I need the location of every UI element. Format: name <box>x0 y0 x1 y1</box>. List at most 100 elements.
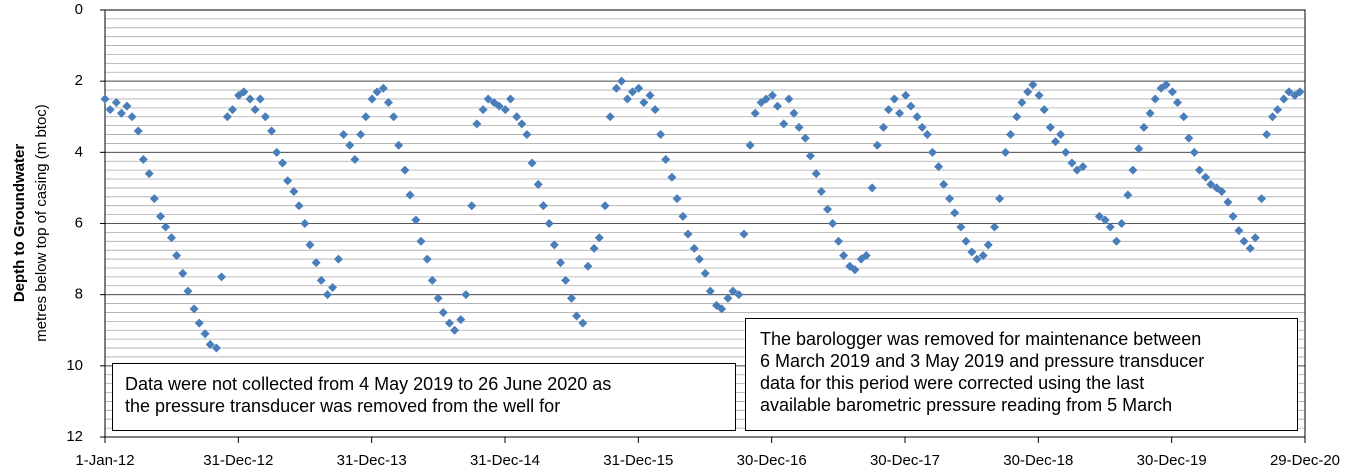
data-point <box>211 343 221 353</box>
x-tick-label: 1-Jan-12 <box>75 452 134 469</box>
data-point <box>661 154 671 164</box>
data-point <box>389 112 399 122</box>
data-point <box>111 98 121 108</box>
data-point <box>144 169 154 179</box>
data-point <box>1184 133 1194 143</box>
data-point <box>611 83 621 93</box>
data-point <box>1234 226 1244 236</box>
annotation: The barologger was removed for maintenan… <box>745 318 1298 431</box>
data-point <box>912 112 922 122</box>
annotation-line: 6 March 2019 and 3 May 2019 and pressure… <box>760 351 1205 371</box>
data-point <box>517 119 527 129</box>
annotation-line: data for this period were corrected usin… <box>760 373 1145 393</box>
data-point <box>683 229 693 239</box>
data-point <box>494 101 504 111</box>
data-point <box>538 201 548 211</box>
data-point <box>161 222 171 232</box>
data-point <box>272 147 282 157</box>
data-point <box>1128 165 1138 175</box>
annotation-line: the pressure transducer was removed from… <box>125 396 561 416</box>
data-point <box>773 101 783 111</box>
data-point <box>189 304 199 314</box>
data-point <box>283 176 293 186</box>
data-point <box>289 186 299 196</box>
data-point <box>217 272 227 282</box>
data-point <box>472 119 482 129</box>
data-point <box>627 87 637 97</box>
data-point <box>345 140 355 150</box>
data-point <box>1023 87 1033 97</box>
y-tick-label: 6 <box>75 214 83 231</box>
y-tick-label: 4 <box>75 143 83 160</box>
data-point <box>961 236 971 246</box>
data-point <box>122 101 132 111</box>
data-point <box>895 108 905 118</box>
data-point <box>1028 80 1038 90</box>
data-point <box>917 122 927 132</box>
data-point <box>427 275 437 285</box>
data-point <box>1257 194 1267 204</box>
data-point <box>739 229 749 239</box>
data-point <box>745 140 755 150</box>
data-point <box>394 140 404 150</box>
data-point <box>316 275 326 285</box>
data-point <box>149 194 159 204</box>
data-point <box>784 94 794 104</box>
data-point <box>194 318 204 328</box>
data-point <box>1012 112 1022 122</box>
data-point <box>995 194 1005 204</box>
data-point <box>1123 190 1133 200</box>
data-point <box>1194 165 1204 175</box>
data-point <box>1000 147 1010 157</box>
data-point <box>1245 243 1255 253</box>
data-point <box>1145 108 1155 118</box>
data-point <box>294 201 304 211</box>
x-tick-label: 31-Dec-12 <box>203 452 273 469</box>
data-point <box>416 236 426 246</box>
y-tick-label: 12 <box>66 428 83 445</box>
data-point <box>105 105 115 115</box>
data-point <box>828 219 838 228</box>
data-point <box>789 108 799 118</box>
data-point <box>405 190 415 200</box>
data-point <box>945 194 955 204</box>
data-point <box>1006 130 1016 140</box>
data-point <box>734 290 744 300</box>
data-point <box>1017 98 1027 108</box>
data-point <box>717 304 727 314</box>
x-tick-label: 31-Dec-13 <box>337 452 407 469</box>
data-point <box>834 236 844 246</box>
data-point <box>544 219 554 228</box>
data-point <box>156 211 166 221</box>
data-point <box>972 254 982 264</box>
data-point <box>978 251 988 261</box>
data-point <box>1034 90 1044 100</box>
x-tick-label: 29-Dec-20 <box>1270 452 1340 469</box>
data-point <box>656 130 666 140</box>
data-point <box>1094 211 1104 221</box>
data-point <box>901 90 911 100</box>
data-point <box>561 275 571 285</box>
data-point <box>922 130 932 140</box>
data-point <box>500 105 510 115</box>
data-point <box>444 318 454 328</box>
data-point <box>689 243 699 253</box>
data-point <box>811 169 821 179</box>
data-point <box>1139 122 1149 132</box>
data-point <box>1295 87 1305 97</box>
data-point <box>461 290 471 300</box>
data-point <box>634 83 644 93</box>
data-point <box>1134 144 1144 154</box>
data-point <box>617 76 627 86</box>
data-point <box>1061 147 1071 157</box>
data-point <box>1100 215 1110 225</box>
data-point <box>594 233 604 243</box>
data-point <box>1239 236 1249 246</box>
data-point <box>328 283 338 293</box>
data-point <box>1223 197 1233 207</box>
data-point <box>116 108 126 118</box>
data-point <box>645 90 655 100</box>
x-tick-label: 30-Dec-18 <box>1003 452 1073 469</box>
data-point <box>456 315 466 325</box>
